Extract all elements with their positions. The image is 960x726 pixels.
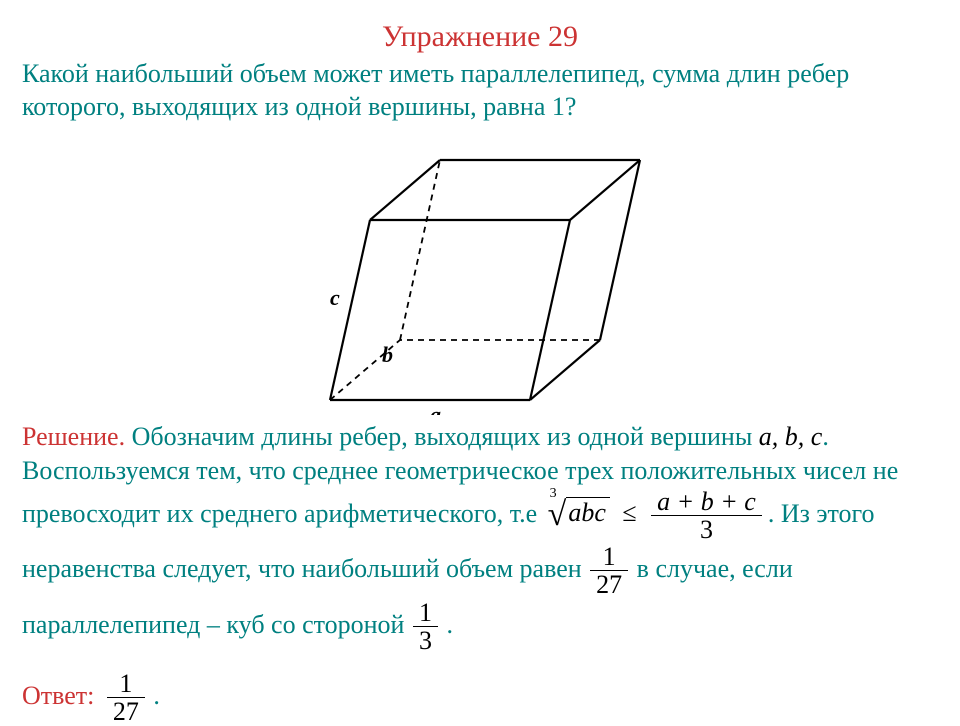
side-den: 3: [413, 627, 438, 654]
volume-fraction: 1 27: [590, 543, 628, 599]
solution-label: Решение.: [22, 422, 125, 451]
inequality-rel: ≤: [622, 498, 636, 527]
solution-text-5: .: [440, 610, 453, 639]
side-num: 1: [413, 599, 438, 627]
exercise-title: Упражнение 29: [0, 20, 960, 54]
problem-text: Какой наибольший объем может иметь парал…: [22, 59, 849, 121]
answer-block: Ответ: 1 27 .: [22, 670, 938, 726]
side-fraction: 1 3: [413, 599, 438, 655]
answer-fraction: 1 27: [107, 670, 145, 726]
parallelepiped-figure: a b c: [300, 130, 660, 415]
edge-label-c: c: [330, 285, 340, 310]
answer-den: 27: [107, 698, 145, 725]
radicand: abc: [566, 497, 610, 527]
vol-den: 27: [590, 571, 628, 598]
answer-label: Ответ:: [22, 681, 94, 710]
problem-statement: Какой наибольший объем может иметь парал…: [22, 58, 938, 123]
inequality-math: 3 √ abc ≤ a + b + c 3: [548, 488, 764, 544]
slide-page: Упражнение 29 Какой наибольший объем мож…: [0, 0, 960, 720]
answer-num: 1: [107, 670, 145, 698]
solution-text-1: Обозначим длины ребер, выходящих из одно…: [125, 422, 759, 451]
answer-tail: .: [147, 681, 160, 710]
ineq-denominator: 3: [651, 516, 762, 543]
solution-vars: a, b, c: [759, 422, 823, 451]
solution-block: Решение. Обозначим длины ребер, выходящи…: [22, 420, 938, 654]
ineq-numerator: a + b + c: [651, 488, 762, 516]
edge-label-b: b: [382, 342, 393, 367]
edge-label-a: a: [430, 402, 441, 415]
vol-num: 1: [590, 543, 628, 571]
